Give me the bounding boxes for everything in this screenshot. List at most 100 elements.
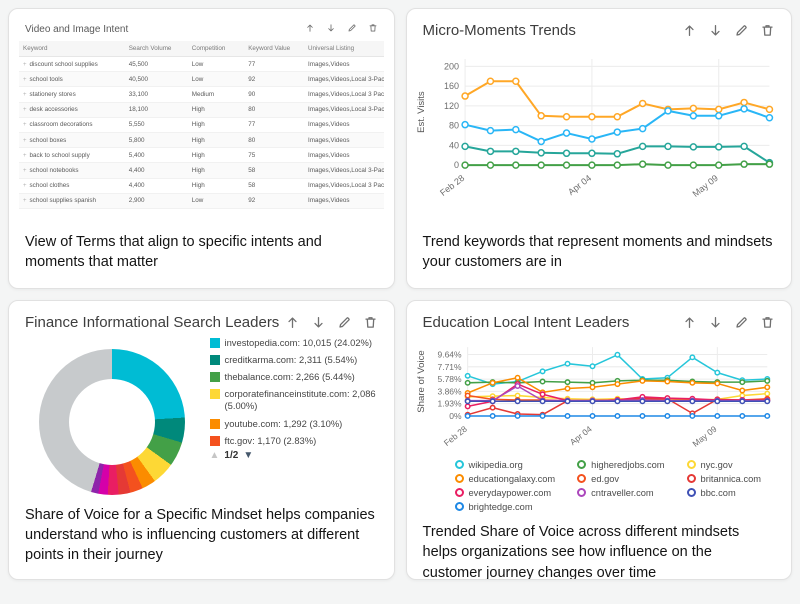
value-cell: 90 [244, 86, 304, 103]
legend-item[interactable]: thebalance.com: 2,266 (5.44%) [209, 370, 380, 383]
column-header[interactable]: Universal Listing [303, 41, 384, 57]
move-up-icon[interactable] [285, 315, 300, 330]
legend-item[interactable]: educationgalaxy.com [454, 474, 555, 484]
move-down-icon[interactable] [311, 315, 326, 330]
card-caption: Share of Voice for a Specific Mindset he… [25, 506, 375, 564]
value-cell: 4,400 [124, 162, 188, 179]
legend-item[interactable]: britannica.com [686, 474, 761, 484]
legend-item[interactable]: nyc.gov [686, 459, 761, 470]
card-toolbar [285, 315, 378, 330]
legend-item[interactable]: ftc.gov: 1,170 (2.83%) [209, 434, 380, 447]
legend-item[interactable]: wikipedia.org [454, 460, 556, 470]
legend-item[interactable]: ed.gov [577, 474, 664, 484]
legend-label: everydaypower.com [468, 487, 552, 498]
svg-text:1.93%: 1.93% [437, 398, 462, 408]
legend-item[interactable]: investopedia.com: 10,015 (24.02%) [209, 336, 380, 349]
keyword-cell: + back to school supply [19, 147, 125, 164]
row-expand-icon[interactable]: + [23, 91, 27, 98]
value-cell: 2,900 [124, 193, 188, 209]
legend-swatch-icon [454, 488, 464, 498]
legend-item[interactable]: cntraveller.com [577, 488, 664, 498]
column-header[interactable]: Competition [187, 41, 245, 57]
card-header: Micro-Moments Trends [407, 9, 792, 43]
row-expand-icon[interactable]: + [23, 137, 27, 144]
svg-text:5.78%: 5.78% [437, 374, 462, 384]
value-cell: High [187, 102, 245, 118]
row-expand-icon[interactable]: + [23, 76, 27, 83]
move-up-icon[interactable] [682, 315, 697, 330]
keyword-cell: + school clothes [19, 178, 125, 194]
svg-text:3.86%: 3.86% [437, 386, 462, 396]
column-header[interactable]: Search Volume [124, 41, 188, 57]
legend-item[interactable]: brightedge.com [454, 502, 556, 512]
move-down-icon[interactable] [326, 23, 336, 33]
move-down-icon[interactable] [708, 315, 723, 330]
card-caption: Trended Share of Voice across different … [422, 523, 740, 580]
legend-item[interactable]: creditkarma.com: 2,311 (5.54%) [209, 353, 380, 366]
edit-icon[interactable] [347, 23, 357, 33]
legend-swatch-icon [209, 371, 220, 382]
svg-text:0: 0 [454, 160, 459, 170]
table-row: + stationery stores 33,100 Medium 90 Images,V… [19, 86, 384, 103]
card-title: Finance Informational Search Leaders [25, 313, 280, 331]
svg-text:Feb 28: Feb 28 [438, 173, 466, 198]
legend-page-up-icon[interactable]: ▲ [209, 449, 220, 461]
keyword-cell: + school tools [19, 71, 125, 88]
svg-text:Share of Voice: Share of Voice [416, 350, 427, 413]
row-expand-icon[interactable]: + [23, 61, 27, 68]
edit-icon[interactable] [337, 315, 352, 330]
value-cell: Images,Videos,Local 3-Pack [303, 71, 384, 88]
dashboard-grid: Video and Image Intent Keyword Search Vol… [8, 8, 792, 580]
legend-page-down-icon[interactable]: ▼ [243, 449, 254, 461]
value-cell: Images,Videos [303, 147, 384, 164]
legend-swatch-icon [686, 474, 696, 484]
row-expand-icon[interactable]: + [23, 183, 27, 190]
card-header: Finance Informational Search Leaders [9, 301, 394, 335]
card-micro-moments-trends: Micro-Moments Trends 0 40 80 120 160 200 Feb 2… [405, 8, 792, 289]
finance-chart-body: investopedia.com: 10,015 (24.02%) creditk… [9, 335, 394, 495]
delete-icon[interactable] [760, 315, 775, 330]
card-header: Video and Image Intent [9, 9, 394, 39]
value-cell: 58 [244, 178, 304, 194]
row-expand-icon[interactable]: + [23, 107, 27, 114]
column-header[interactable]: Keyword Value [244, 41, 304, 57]
legend-label: corporatefinanceinstitute.com: 2,086 (5.… [224, 388, 376, 412]
move-up-icon[interactable] [305, 23, 315, 33]
legend-item[interactable]: youtube.com: 1,292 (3.10%) [209, 418, 380, 430]
legend-label: thebalance.com: 2,266 (5.44%) [224, 370, 355, 382]
table-row: + desk accessories 18,100 High 80 Images,Vide… [19, 102, 384, 118]
legend-item[interactable]: bbc.com [686, 488, 761, 498]
value-cell: 5,400 [124, 147, 188, 164]
card-caption: View of Terms that align to specific int… [25, 233, 322, 271]
delete-icon[interactable] [760, 23, 775, 38]
column-header[interactable]: Keyword [19, 41, 125, 57]
edit-icon[interactable] [734, 23, 749, 38]
keyword-cell: + discount school supplies [19, 56, 125, 73]
row-expand-icon[interactable]: + [23, 198, 27, 205]
legend-label: ftc.gov: 1,170 (2.83%) [224, 434, 317, 446]
education-sov-chart: 0% 1.93% 3.86% 5.78% 7.71% 9.64% Feb 28 Apr 04 M… [407, 335, 792, 456]
keyword-cell: + school boxes [19, 132, 125, 149]
legend-item[interactable]: corporatefinanceinstitute.com: 2,086 (5.… [209, 388, 380, 412]
row-expand-icon[interactable]: + [23, 152, 27, 159]
svg-text:May 09: May 09 [690, 423, 718, 448]
legend-item[interactable]: everydaypower.com [454, 487, 556, 498]
row-expand-icon[interactable]: + [23, 122, 27, 129]
value-cell: 75 [244, 147, 304, 164]
legend-label: creditkarma.com: 2,311 (5.54%) [224, 353, 358, 365]
legend-item[interactable]: higheredjobs.com [577, 460, 665, 470]
legend-swatch-icon [209, 435, 220, 446]
legend-swatch-icon [209, 354, 220, 365]
delete-icon[interactable] [363, 315, 378, 330]
value-cell: 92 [244, 193, 304, 209]
legend-label: investopedia.com: 10,015 (24.02%) [224, 336, 373, 348]
edit-icon[interactable] [734, 315, 749, 330]
value-cell: 33,100 [124, 86, 188, 103]
data-table: Keyword Search Volume Competition Keyword V… [19, 41, 384, 209]
legend-label: nyc.gov [700, 459, 733, 470]
legend-pager: ▲ 1/2 ▼ [210, 447, 380, 461]
move-down-icon[interactable] [708, 23, 723, 38]
row-expand-icon[interactable]: + [23, 167, 27, 174]
delete-icon[interactable] [368, 23, 378, 33]
move-up-icon[interactable] [682, 23, 697, 38]
